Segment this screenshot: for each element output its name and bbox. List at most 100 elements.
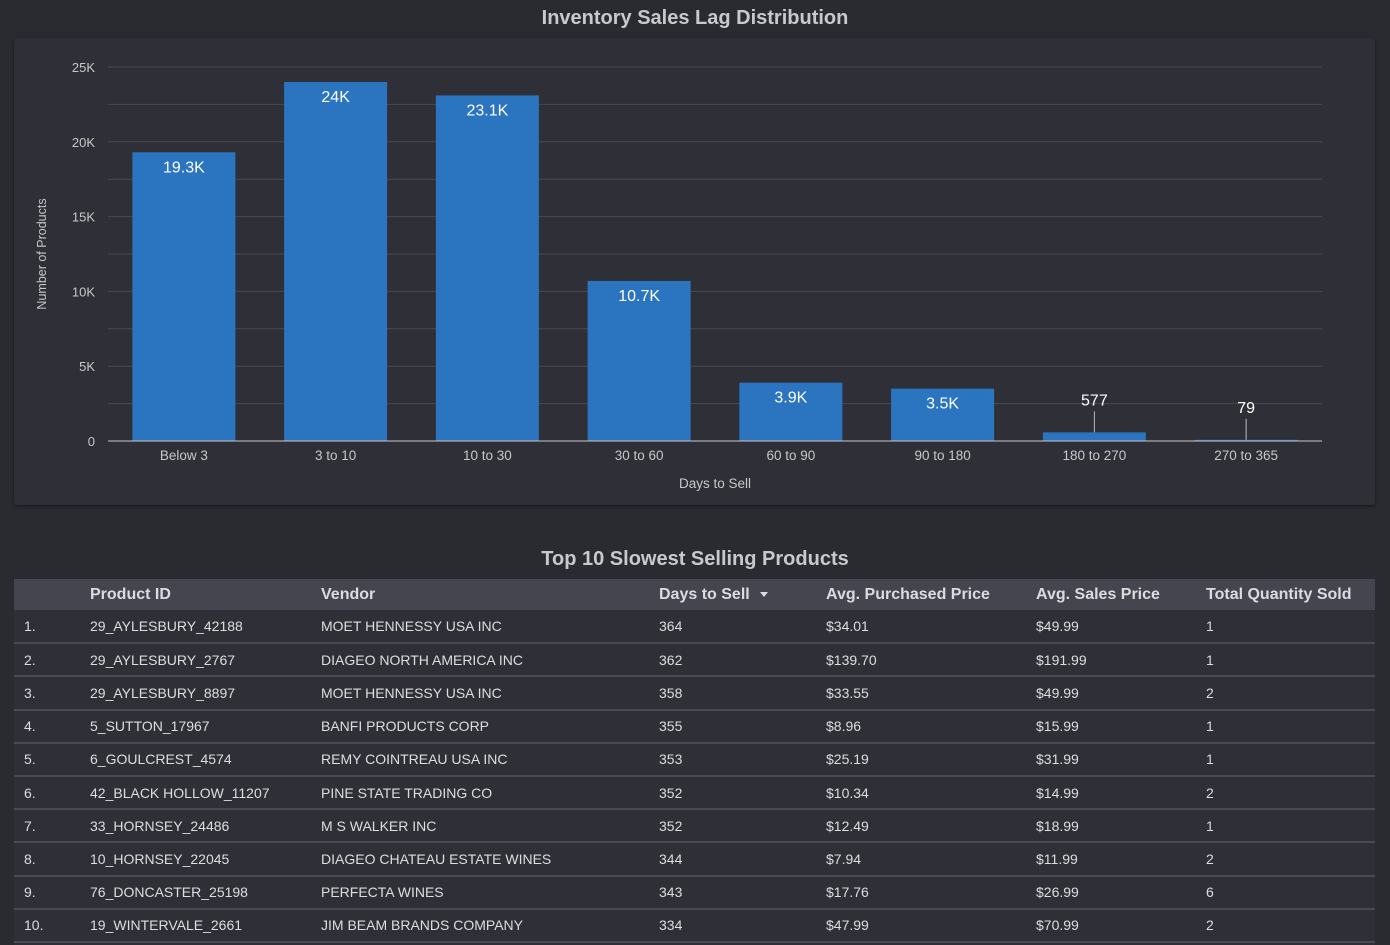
- table-row[interactable]: 4. 5_SUTTON_17967 BANFI PRODUCTS CORP 355 $8…: [14, 710, 1375, 743]
- data-label: 23.1K: [466, 102, 508, 119]
- cell-row-index: 5.: [24, 751, 36, 768]
- cell-total-quantity-sold: 1: [1206, 718, 1214, 735]
- x-tick-label: Below 3: [160, 448, 208, 463]
- data-label: 79: [1237, 400, 1255, 417]
- bar: [739, 382, 843, 441]
- bar: [587, 280, 691, 441]
- cell-avg-purchased-price: $34.01: [826, 618, 869, 635]
- data-label: 3.5K: [926, 396, 959, 413]
- table-row[interactable]: 3. 29_AYLESBURY_8897 MOET HENNESSY USA INC…: [14, 676, 1375, 710]
- cell-total-quantity-sold: 1: [1206, 618, 1214, 635]
- data-label: 10.7K: [618, 288, 660, 305]
- cell-vendor: M S WALKER INC: [321, 817, 437, 834]
- cell-total-quantity-sold: 2: [1206, 684, 1214, 701]
- header-total-quantity-sold[interactable]: Total Quantity Sold: [1206, 585, 1352, 603]
- table-card: Product ID Vendor Days to Sell Avg. Purc…: [14, 579, 1375, 945]
- cell-avg-sales-price: $70.99: [1036, 917, 1079, 934]
- chart-card: 0 5K 10K 15K 20K 25K Number of Products 19.3K Be…: [14, 38, 1375, 505]
- header-index: [14, 579, 90, 610]
- table-row[interactable]: 8. 10_HORNSEY_22045 DIAGEO CHATEAU ESTATE …: [14, 842, 1375, 876]
- cell-row-index: 9.: [24, 884, 36, 901]
- cell-avg-sales-price: $49.99: [1036, 684, 1079, 701]
- cell-days-to-sell: 358: [659, 684, 683, 701]
- bar: [891, 388, 995, 441]
- cell-vendor: DIAGEO CHATEAU ESTATE WINES: [321, 850, 552, 867]
- cell-product-id: 33_HORNSEY_24486: [90, 817, 230, 834]
- cell-avg-purchased-price: $10.34: [826, 784, 869, 801]
- cell-total-quantity-sold: 1: [1206, 751, 1214, 768]
- cell-avg-purchased-price: $12.49: [826, 817, 869, 834]
- table-row[interactable]: 10. 19_WINTERVALE_2661 JIM BEAM BRANDS COM…: [14, 909, 1375, 942]
- table-row[interactable]: 1. 29_AYLESBURY_42188 MOET HENNESSY USA IN…: [14, 610, 1375, 644]
- x-tick-label: 180 to 270: [1062, 448, 1126, 463]
- cell-vendor: MOET HENNESSY USA INC: [321, 618, 502, 635]
- cell-product-id: 19_WINTERVALE_2661: [90, 917, 243, 934]
- cell-days-to-sell: 334: [659, 917, 683, 934]
- data-label: 3.9K: [774, 390, 807, 407]
- y-tick-label: 20K: [72, 135, 95, 150]
- bar: [284, 81, 388, 442]
- cell-product-id: 10_HORNSEY_22045: [90, 850, 230, 867]
- table-title: Top 10 Slowest Selling Products: [541, 548, 849, 570]
- bar: [132, 152, 236, 441]
- cell-avg-purchased-price: $33.55: [826, 684, 869, 701]
- cell-vendor: PINE STATE TRADING CO: [321, 784, 493, 801]
- cell-total-quantity-sold: 2: [1206, 784, 1214, 801]
- cell-row-index: 6.: [24, 784, 36, 801]
- table-row[interactable]: 7. 33_HORNSEY_24486 M S WALKER INC 352 $12.4…: [14, 809, 1375, 843]
- cell-product-id: 29_AYLESBURY_2767: [90, 651, 236, 668]
- table-row[interactable]: 6. 42_BLACK HOLLOW_11207 PINE STATE TRADIN…: [14, 776, 1375, 810]
- cell-product-id: 5_SUTTON_17967: [90, 718, 210, 735]
- cell-avg-sales-price: $18.99: [1036, 817, 1079, 834]
- cell-product-id: 29_AYLESBURY_8897: [90, 684, 236, 701]
- cell-row-index: 4.: [24, 718, 36, 735]
- header-product-id[interactable]: Product ID: [90, 585, 171, 603]
- table-row[interactable]: 2. 29_AYLESBURY_2767 DIAGEO NORTH AMERICA …: [14, 643, 1375, 677]
- cell-avg-sales-price: $11.99: [1036, 850, 1078, 867]
- x-tick-label: 60 to 90: [766, 448, 815, 463]
- cell-total-quantity-sold: 6: [1206, 884, 1214, 901]
- cell-row-index: 3.: [24, 684, 36, 701]
- bar-chart: 0 5K 10K 15K 20K 25K Number of Products 19.3K Be…: [35, 60, 1322, 491]
- cell-avg-sales-price: $26.99: [1036, 884, 1079, 901]
- cell-avg-sales-price: $49.99: [1036, 618, 1079, 635]
- cell-vendor: JIM BEAM BRANDS COMPANY: [321, 917, 523, 934]
- header-days-label: Days to Sell: [659, 585, 750, 603]
- cell-row-index: 7.: [24, 817, 36, 834]
- cell-avg-purchased-price: $8.96: [826, 718, 862, 735]
- slowest-products-table: Product ID Vendor Days to Sell Avg. Purc…: [14, 579, 1375, 943]
- cell-avg-purchased-price: $7.94: [826, 850, 862, 867]
- header-vendor[interactable]: Vendor: [321, 585, 376, 603]
- x-tick-label: 3 to 10: [315, 448, 356, 463]
- cell-product-id: 6_GOULCREST_4574: [90, 751, 232, 768]
- cell-total-quantity-sold: 1: [1206, 817, 1214, 834]
- cell-total-quantity-sold: 2: [1206, 850, 1214, 867]
- cell-days-to-sell: 352: [659, 784, 683, 801]
- header-avg-purchased-price[interactable]: Avg. Purchased Price: [826, 585, 990, 603]
- table-body: 1. 29_AYLESBURY_42188 MOET HENNESSY USA IN…: [14, 610, 1375, 942]
- cell-days-to-sell: 352: [659, 817, 683, 834]
- cell-avg-sales-price: $14.99: [1036, 784, 1079, 801]
- x-tick-label: 10 to 30: [463, 448, 512, 463]
- y-tick-label: 0: [88, 434, 95, 449]
- cell-days-to-sell: 353: [659, 751, 683, 768]
- cell-days-to-sell: 364: [659, 618, 683, 635]
- cell-vendor: PERFECTA WINES: [321, 884, 444, 901]
- cell-avg-purchased-price: $25.19: [826, 751, 869, 768]
- table-header-row: Product ID Vendor Days to Sell Avg. Purc…: [14, 579, 1375, 610]
- table-row[interactable]: 9. 76_DONCASTER_25198 PERFECTA WINES 343 $17…: [14, 876, 1375, 909]
- header-days-to-sell[interactable]: Days to Sell: [659, 579, 826, 610]
- cell-vendor: BANFI PRODUCTS CORP: [321, 718, 490, 735]
- y-tick-label: 10K: [72, 284, 95, 299]
- y-tick-label: 5K: [79, 359, 95, 374]
- cell-total-quantity-sold: 1: [1206, 651, 1214, 668]
- cell-days-to-sell: 343: [659, 884, 683, 901]
- cell-days-to-sell: 355: [659, 718, 683, 735]
- cell-avg-purchased-price: $47.99: [826, 917, 869, 934]
- header-avg-sales-price[interactable]: Avg. Sales Price: [1036, 585, 1160, 603]
- table-row[interactable]: 5. 6_GOULCREST_4574 REMY COINTREAU USA INC…: [14, 743, 1375, 776]
- sort-descending-icon[interactable]: [759, 591, 768, 597]
- x-tick-label: 90 to 180: [914, 448, 970, 463]
- cell-avg-sales-price: $31.99: [1036, 751, 1079, 768]
- bar: [1194, 439, 1298, 441]
